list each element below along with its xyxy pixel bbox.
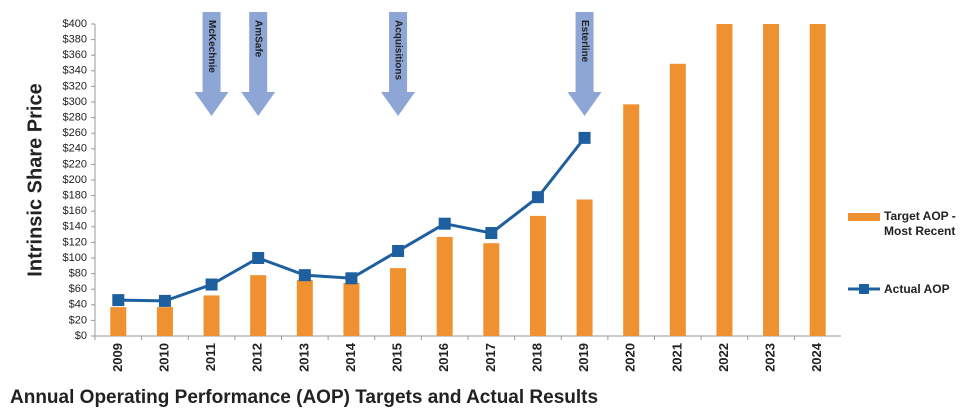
y-tick-label: $300 <box>63 96 87 108</box>
annotation-arrow <box>567 12 602 116</box>
bar <box>296 279 313 336</box>
bar <box>763 24 780 336</box>
bar <box>529 215 546 336</box>
line-marker <box>578 131 591 144</box>
bar <box>669 63 686 336</box>
x-tick-label: 2024 <box>809 342 824 372</box>
x-tick-label: 2012 <box>250 343 265 372</box>
bar <box>203 295 220 336</box>
chart-title: Annual Operating Performance (AOP) Targe… <box>10 387 598 408</box>
x-tick-label: 2016 <box>436 343 451 372</box>
y-axis-label: Intrinsic Share Price <box>24 83 46 276</box>
bar <box>716 24 733 336</box>
y-tick-label: $400 <box>63 18 87 30</box>
line-marker <box>438 217 451 230</box>
y-tick-label: $220 <box>63 158 87 170</box>
annotation-label: AmSafe <box>253 20 264 58</box>
y-tick-label: $80 <box>69 268 87 280</box>
y-tick-label: $20 <box>69 314 87 326</box>
y-tick-label: $280 <box>63 112 87 124</box>
bar <box>250 275 267 336</box>
y-tick-label: $340 <box>63 65 87 77</box>
line-marker <box>531 191 544 204</box>
line-marker <box>252 252 265 264</box>
annotation-label: Esterline <box>579 20 590 63</box>
legend-label: Target AOP - Most Recent <box>884 209 956 238</box>
bar <box>390 268 407 336</box>
y-tick-label: $360 <box>63 49 87 61</box>
legend-swatch <box>848 213 880 221</box>
y-tick-label: $200 <box>63 174 87 186</box>
bar <box>809 24 826 336</box>
bar <box>623 104 640 336</box>
annotation-arrow <box>241 12 276 116</box>
y-tick-label: $140 <box>63 221 87 233</box>
x-tick-label: 2023 <box>763 343 778 372</box>
line-marker <box>112 294 125 307</box>
x-tick-label: 2019 <box>576 343 591 372</box>
line-marker <box>485 227 498 240</box>
bar <box>156 307 173 336</box>
line-marker <box>345 272 358 285</box>
x-tick-label: 2018 <box>529 343 544 372</box>
x-tick-label: 2011 <box>203 343 218 371</box>
y-tick-label: $60 <box>69 283 87 295</box>
x-tick-label: 2014 <box>343 342 358 372</box>
x-tick-label: 2009 <box>110 343 125 372</box>
y-tick-label: $380 <box>63 34 87 46</box>
bar <box>483 243 500 336</box>
y-tick-label: $120 <box>63 236 87 248</box>
x-tick-label: 2022 <box>716 343 731 372</box>
y-tick-label: $0 <box>75 330 87 342</box>
line-marker <box>392 244 405 257</box>
x-tick-label: 2017 <box>483 343 498 372</box>
x-tick-label: 2020 <box>623 343 638 372</box>
bar <box>576 199 593 336</box>
annotation-arrow <box>194 12 229 116</box>
annotation-arrow <box>381 12 416 116</box>
y-tick-label: $40 <box>69 299 87 311</box>
y-tick-label: $240 <box>63 143 87 155</box>
bar <box>436 236 453 336</box>
y-tick-label: $320 <box>63 80 87 92</box>
x-tick-label: 2015 <box>390 343 405 372</box>
x-tick-label: 2010 <box>156 343 171 372</box>
legend-label: Actual AOP <box>884 282 950 296</box>
y-tick-label: $260 <box>63 127 87 139</box>
bar <box>343 282 360 336</box>
x-tick-label: 2013 <box>296 343 311 372</box>
annotation-label: McKechnie <box>206 20 217 73</box>
line-marker <box>298 269 311 282</box>
bar <box>110 307 127 336</box>
y-tick-label: $100 <box>63 252 87 264</box>
line-marker <box>158 294 171 307</box>
annotation-label: Acquisitions <box>392 20 403 80</box>
y-tick-label: $160 <box>63 205 87 217</box>
legend-swatch <box>859 284 869 294</box>
line-marker <box>205 278 218 291</box>
y-tick-label: $180 <box>63 190 87 202</box>
x-tick-label: 2021 <box>669 343 684 372</box>
